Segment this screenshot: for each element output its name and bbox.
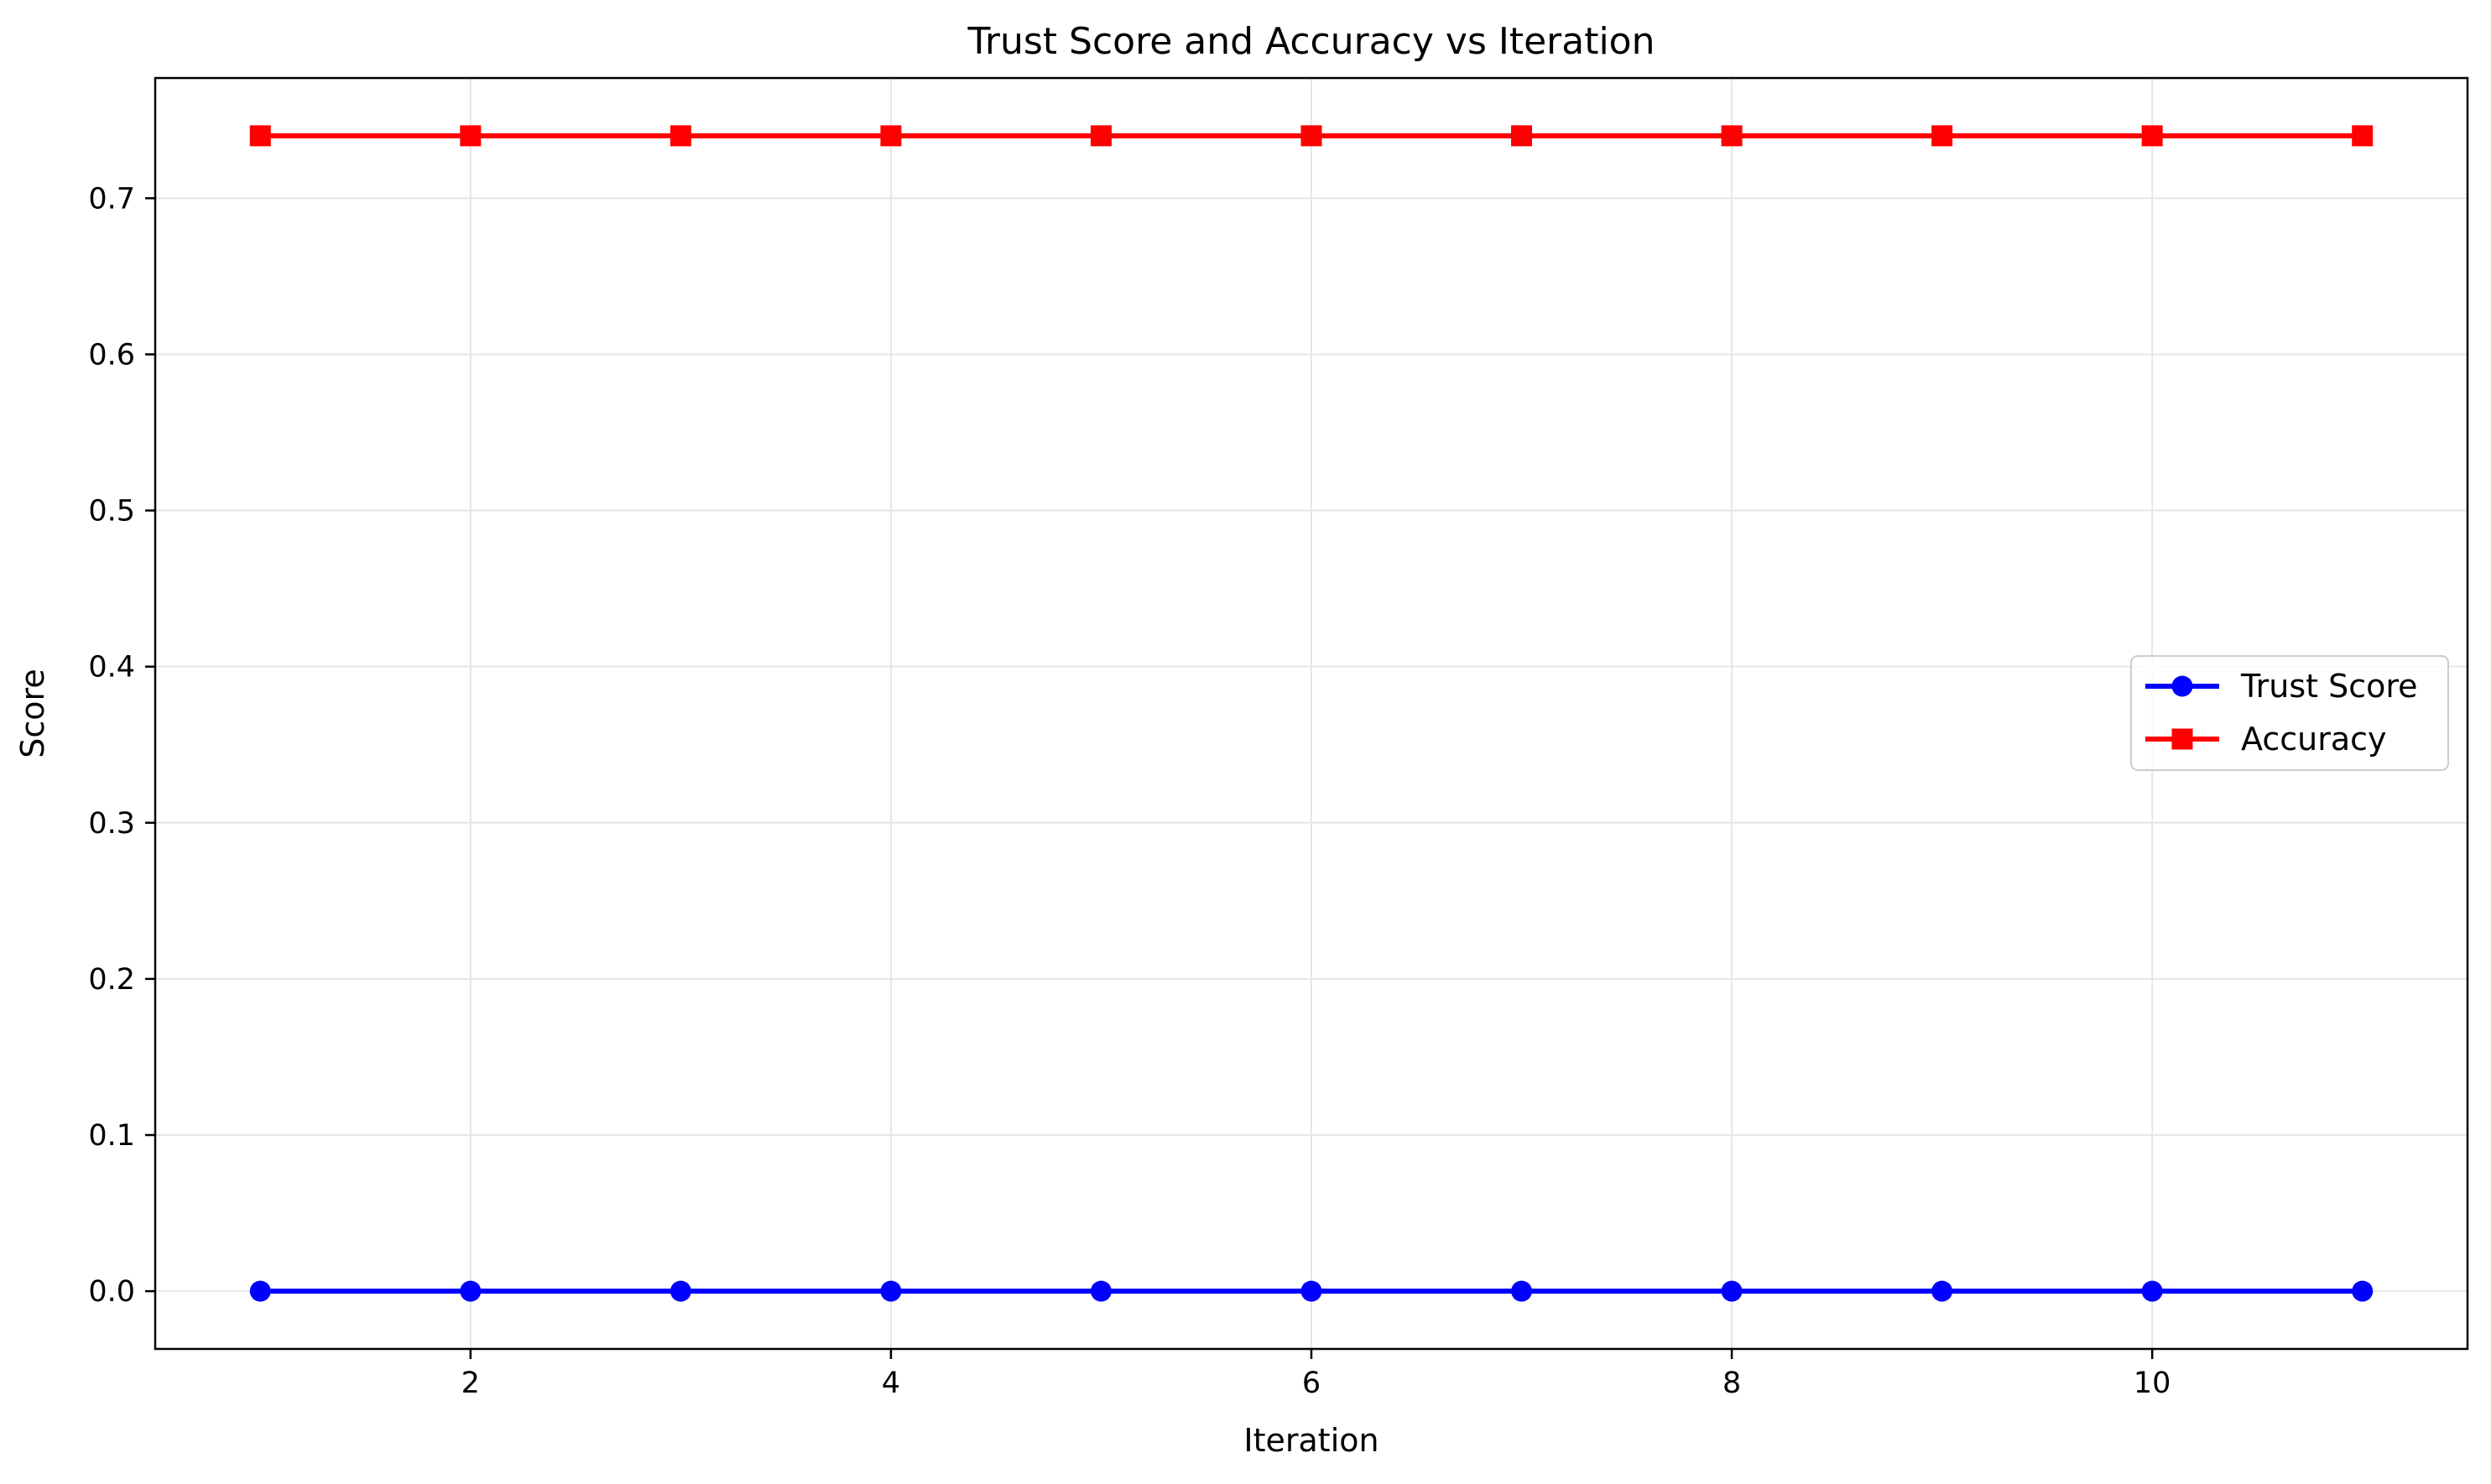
y-tick-label: 0.0	[88, 1275, 135, 1309]
data-point	[1931, 125, 1953, 147]
y-tick-label: 0.6	[88, 338, 135, 372]
y-tick-label: 0.3	[88, 807, 135, 841]
data-point	[460, 125, 482, 147]
data-point	[2352, 1280, 2374, 1302]
data-point	[1300, 1280, 1322, 1302]
legend-label: Accuracy	[2241, 721, 2387, 758]
y-axis-label: Score	[14, 669, 51, 758]
legend-marker	[2171, 675, 2193, 697]
x-tick-label: 10	[2134, 1367, 2171, 1400]
data-point	[1090, 125, 1112, 147]
data-point	[880, 1280, 902, 1302]
y-tick-label: 0.2	[88, 963, 135, 997]
y-tick-label: 0.1	[88, 1119, 135, 1153]
y-tick-label: 0.5	[88, 495, 135, 529]
legend-item: Trust Score	[2145, 668, 2418, 705]
data-point	[1511, 1280, 1533, 1302]
y-tick-label: 0.4	[88, 651, 135, 685]
series-layer	[249, 125, 2374, 1302]
data-point	[1721, 1280, 1743, 1302]
x-tick-label: 4	[882, 1367, 900, 1400]
legend-marker	[2171, 728, 2193, 750]
chart-title: Trust Score and Accuracy vs Iteration	[967, 20, 1655, 63]
data-point	[2141, 125, 2163, 147]
ticks: 2 4 6 8 10 0.0 0.1 0.2 0.3 0.4 0.5 0.6 0.7	[88, 182, 2171, 1400]
x-tick-label: 8	[1722, 1367, 1741, 1400]
data-point	[1721, 125, 1743, 147]
series-trust-score	[249, 1280, 2374, 1302]
series-accuracy	[249, 125, 2374, 147]
data-point	[1300, 125, 1322, 147]
data-point	[2352, 125, 2374, 147]
data-point	[1931, 1280, 1953, 1302]
y-tick-label: 0.7	[88, 182, 135, 216]
data-point	[1511, 125, 1533, 147]
x-tick-label: 6	[1302, 1367, 1321, 1400]
data-point	[249, 1280, 271, 1302]
data-point	[1090, 1280, 1112, 1302]
data-point	[880, 125, 902, 147]
data-point	[2141, 1280, 2163, 1302]
data-point	[249, 125, 271, 147]
legend: Trust Score Accuracy	[2130, 655, 2449, 771]
data-point	[670, 125, 691, 147]
x-axis-label: Iteration	[1243, 1422, 1378, 1459]
data-point	[670, 1280, 691, 1302]
legend-label: Trust Score	[2240, 668, 2418, 705]
legend-item: Accuracy	[2145, 721, 2387, 758]
data-point	[460, 1280, 482, 1302]
x-tick-label: 2	[461, 1367, 480, 1400]
